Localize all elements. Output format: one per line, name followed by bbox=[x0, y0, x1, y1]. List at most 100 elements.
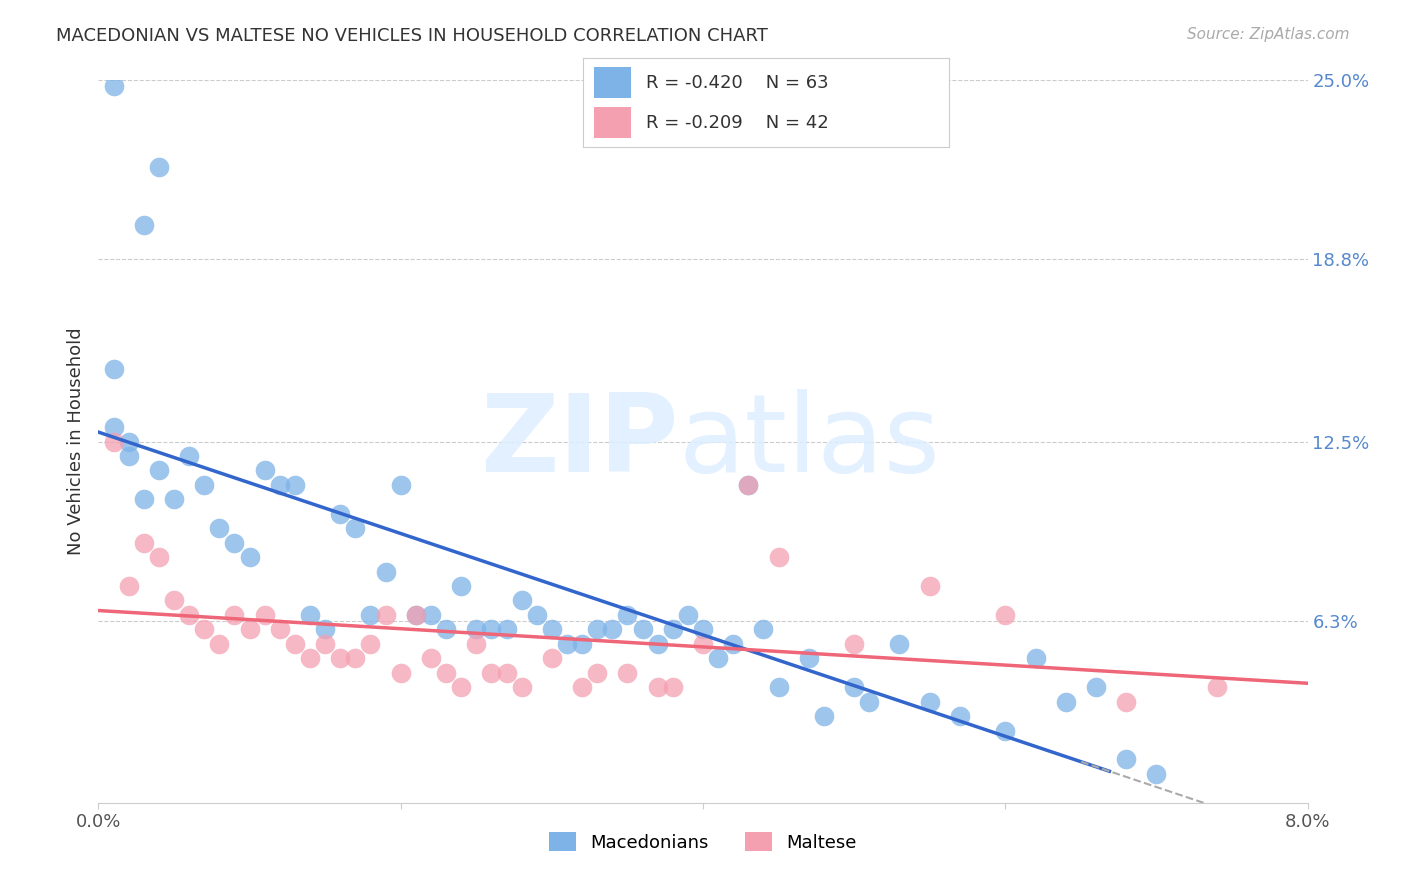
Point bbox=[314, 637, 336, 651]
Point bbox=[224, 535, 246, 549]
Point bbox=[329, 507, 352, 521]
Y-axis label: No Vehicles in Household: No Vehicles in Household bbox=[66, 327, 84, 556]
Point bbox=[193, 623, 215, 637]
Point bbox=[360, 637, 382, 651]
Point bbox=[737, 478, 759, 492]
Point bbox=[994, 723, 1017, 738]
Point bbox=[344, 521, 367, 535]
Point bbox=[284, 478, 307, 492]
Point bbox=[434, 665, 457, 680]
Point bbox=[1085, 680, 1108, 694]
Point bbox=[208, 637, 231, 651]
Point bbox=[163, 492, 186, 507]
Point bbox=[692, 623, 714, 637]
Point bbox=[949, 709, 972, 723]
Point bbox=[299, 651, 322, 665]
Point bbox=[797, 651, 820, 665]
Point bbox=[540, 623, 562, 637]
Bar bbox=[595, 67, 631, 98]
Point bbox=[132, 535, 155, 549]
Point bbox=[768, 550, 790, 565]
Point bbox=[465, 623, 488, 637]
Point bbox=[768, 680, 790, 694]
Point bbox=[163, 593, 186, 607]
Point bbox=[224, 607, 246, 622]
Point bbox=[1115, 695, 1137, 709]
Point bbox=[179, 607, 201, 622]
Text: Source: ZipAtlas.com: Source: ZipAtlas.com bbox=[1187, 27, 1350, 42]
Point bbox=[495, 665, 517, 680]
Point bbox=[420, 651, 443, 665]
Point bbox=[752, 623, 775, 637]
Point bbox=[299, 607, 322, 622]
Point bbox=[344, 651, 367, 665]
Point bbox=[647, 637, 669, 651]
Point bbox=[148, 550, 170, 565]
Point bbox=[103, 362, 125, 376]
Point bbox=[1206, 680, 1229, 694]
Text: R = -0.209    N = 42: R = -0.209 N = 42 bbox=[645, 114, 828, 132]
Point bbox=[405, 607, 427, 622]
Point bbox=[269, 478, 291, 492]
Point bbox=[148, 160, 170, 174]
Point bbox=[465, 637, 488, 651]
Point bbox=[481, 665, 503, 680]
Point bbox=[647, 680, 669, 694]
Point bbox=[1054, 695, 1077, 709]
Point bbox=[118, 434, 141, 449]
Point bbox=[555, 637, 578, 651]
Point bbox=[132, 218, 155, 232]
Point bbox=[692, 637, 714, 651]
Point bbox=[314, 623, 336, 637]
Point bbox=[374, 565, 396, 579]
Bar bbox=[595, 107, 631, 138]
Point bbox=[813, 709, 835, 723]
Point bbox=[405, 607, 427, 622]
Point bbox=[1146, 767, 1168, 781]
Point bbox=[481, 623, 503, 637]
Point bbox=[389, 665, 412, 680]
Point bbox=[889, 637, 911, 651]
Point bbox=[858, 695, 880, 709]
Point bbox=[193, 478, 215, 492]
Point bbox=[1025, 651, 1047, 665]
Point bbox=[602, 623, 624, 637]
Point bbox=[631, 623, 654, 637]
Point bbox=[269, 623, 291, 637]
Point bbox=[844, 680, 866, 694]
Point bbox=[526, 607, 548, 622]
Point bbox=[118, 449, 141, 463]
Point bbox=[510, 680, 533, 694]
Point bbox=[118, 579, 141, 593]
Point bbox=[723, 637, 745, 651]
Point bbox=[103, 420, 125, 434]
Point bbox=[495, 623, 517, 637]
Point bbox=[103, 434, 125, 449]
Point bbox=[571, 637, 593, 651]
Text: MACEDONIAN VS MALTESE NO VEHICLES IN HOUSEHOLD CORRELATION CHART: MACEDONIAN VS MALTESE NO VEHICLES IN HOU… bbox=[56, 27, 768, 45]
Point bbox=[586, 623, 609, 637]
Point bbox=[389, 478, 412, 492]
Point bbox=[329, 651, 352, 665]
Point bbox=[132, 492, 155, 507]
Point bbox=[148, 463, 170, 477]
Text: ZIP: ZIP bbox=[481, 389, 679, 494]
Point bbox=[103, 78, 125, 93]
Point bbox=[253, 463, 276, 477]
Point bbox=[616, 607, 638, 622]
Point bbox=[616, 665, 638, 680]
Point bbox=[374, 607, 396, 622]
Point bbox=[239, 550, 262, 565]
Point bbox=[586, 665, 609, 680]
Point bbox=[208, 521, 231, 535]
Point bbox=[239, 623, 262, 637]
Text: atlas: atlas bbox=[679, 389, 941, 494]
Text: R = -0.420    N = 63: R = -0.420 N = 63 bbox=[645, 74, 828, 92]
Point bbox=[661, 680, 683, 694]
Point bbox=[844, 637, 866, 651]
Point bbox=[450, 680, 472, 694]
Point bbox=[918, 695, 941, 709]
Point bbox=[737, 478, 759, 492]
Point bbox=[510, 593, 533, 607]
Point bbox=[284, 637, 307, 651]
